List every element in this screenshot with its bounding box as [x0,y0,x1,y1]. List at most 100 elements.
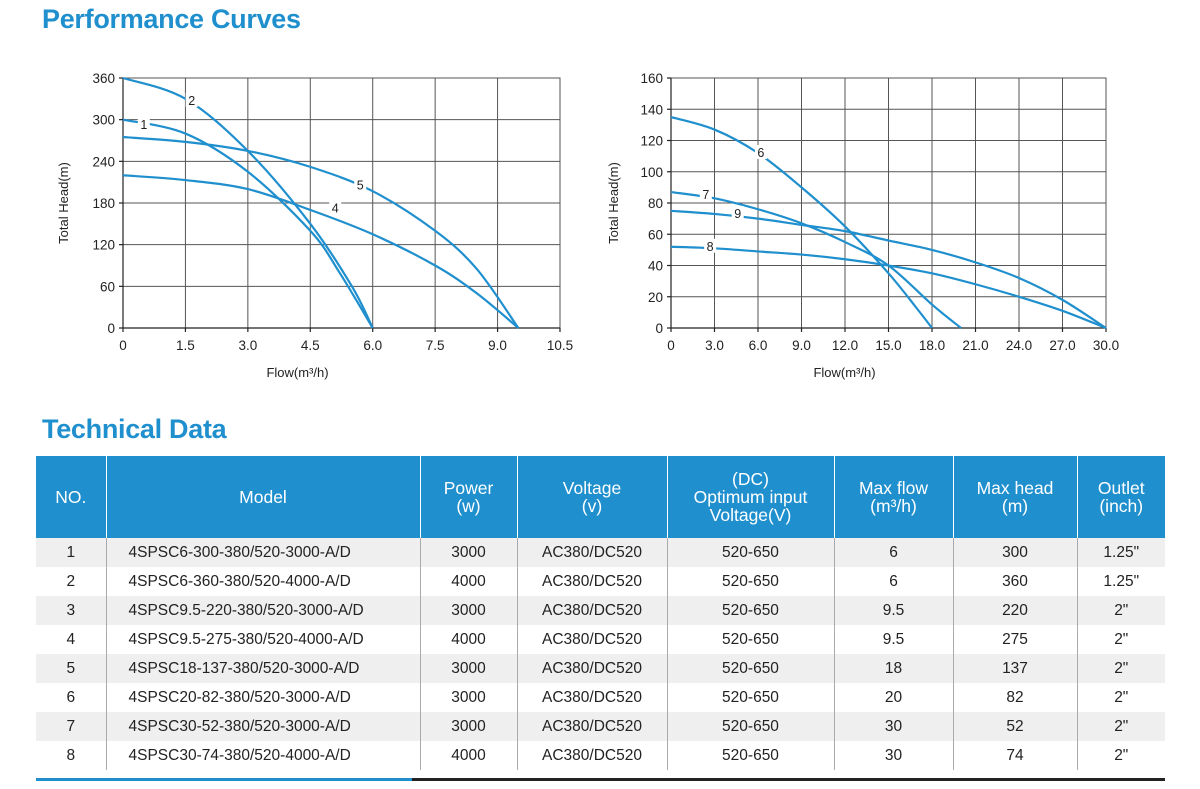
performance-chart-right: 0 3.0 6.0 9.0 12.0 15.0 18.0 21.0 24.0 27.0 30.0 0 2… [606,71,1119,380]
y-tick-label: 120 [92,238,115,253]
table-cell: 520-650 [666,712,834,741]
x-axis-label: Flow(m³/h) [813,365,875,380]
y-tick-label: 300 [92,113,115,128]
column-header-text: Outlet [1097,478,1145,498]
x-tick-label: 3.0 [238,338,257,353]
column-header: Voltage (v) [516,456,667,538]
table-cell: AC380/DC520 [516,625,667,654]
column-header-text: (m) [1001,496,1029,516]
table-cell: 9.5 [833,596,953,625]
table-row: 6 4SPSC20-82-380/520-3000-A/D 3000 AC380/DC… [36,683,1165,712]
x-tick-label: 4.5 [301,338,320,353]
curve-label-backing [354,177,367,192]
column-header: NO. [36,456,106,538]
x-tick-label: 9.0 [792,338,811,353]
curve-label-backing [329,200,342,215]
table-row: 8 4SPSC30-74-380/520-4000-A/D 4000 AC380/DC… [36,741,1165,770]
table-cell: 520-650 [666,741,834,770]
x-tick-label: 21.0 [962,338,988,353]
table-row: 7 4SPSC30-52-380/520-3000-A/D 3000 AC380/DC… [36,712,1165,741]
table-cell: 1.25" [1076,538,1165,567]
column-header-text: Max head [976,478,1054,498]
table-cell: 7 [36,712,106,741]
column-header-text: NO. [55,487,87,507]
table-cell: 3 [36,596,106,625]
table-cell: 8 [36,741,106,770]
x-tick-label: 6.0 [749,338,768,353]
table-cell: 2" [1076,741,1165,770]
table-cell: 275 [952,625,1077,654]
y-tick-label: 60 [648,227,663,242]
table-cell: 30 [833,712,953,741]
performance-curves-title: Performance Curves [42,4,301,34]
curve-label-9: 9 [734,207,741,221]
table-cell: AC380/DC520 [516,596,667,625]
table-cell: 4000 [419,741,517,770]
table-cell: 20 [833,683,953,712]
column-header-text: Voltage [562,478,622,498]
table-cell: 4SPSC6-360-380/520-4000-A/D [105,567,420,596]
table-cell: AC380/DC520 [516,538,667,567]
table-cell: AC380/DC520 [516,567,667,596]
curve-2 [122,76,374,329]
bottom-dark-rule [412,778,1165,781]
table-cell: 2" [1076,654,1165,683]
x-tick-label: 12.0 [832,338,858,353]
table-cell: 6 [833,567,953,596]
technical-data-table: NO. Model Power (w) Voltage (v) (DC) Optimum in… [36,456,1165,770]
table-cell: 4SPSC30-74-380/520-4000-A/D [105,741,420,770]
table-cell: 2" [1076,712,1165,741]
curve-8 [670,245,1107,330]
x-tick-label: 3.0 [705,338,724,353]
y-tick-label: 360 [92,71,115,86]
table-cell: AC380/DC520 [516,683,667,712]
y-tick-label: 40 [648,259,663,274]
table-row: 5 4SPSC18-137-380/520-3000-A/D 3000 AC380/D… [36,654,1165,683]
column-header-text: Power [443,478,494,498]
table-row: 3 4SPSC9.5-220-380/520-3000-A/D 3000 AC380/… [36,596,1165,625]
x-tick-label: 0 [667,338,675,353]
curve-4 [122,174,520,329]
table-cell: 30 [833,741,953,770]
column-header-text: Voltage(V) [709,505,792,525]
column-header: Model [105,456,420,538]
column-header-text: (w) [456,496,481,516]
y-tick-label: 80 [648,196,663,211]
x-tick-label: 27.0 [1049,338,1075,353]
column-header-text: Optimum input [693,487,808,507]
table-cell: AC380/DC520 [516,741,667,770]
y-tick-label: 20 [648,290,663,305]
table-cell: 1.25" [1076,567,1165,596]
table-cell: 520-650 [666,683,834,712]
table-cell: 300 [952,538,1077,567]
curve-label-backing [137,117,150,132]
curve-label-5: 5 [357,179,364,193]
x-tick-label: 15.0 [875,338,901,353]
table-cell: 82 [952,683,1077,712]
y-tick-label: 60 [100,279,115,294]
table-cell: 5 [36,654,106,683]
x-tick-label: 7.5 [426,338,445,353]
y-tick-label: 100 [640,165,663,180]
column-header-text: Model [239,487,287,507]
bottom-accent-bar [36,778,412,781]
table-cell: 1 [36,538,106,567]
table-cell: AC380/DC520 [516,654,667,683]
y-tick-label: 240 [92,154,115,169]
y-tick-label: 120 [640,134,663,149]
table-cell: 520-650 [666,625,834,654]
table-cell: 18 [833,654,953,683]
table-cell: 520-650 [666,538,834,567]
x-tick-label: 30.0 [1093,338,1119,353]
table-cell: 3000 [419,683,517,712]
table-cell: 2" [1076,596,1165,625]
table-cell: 4000 [419,567,517,596]
table-body: 1 4SPSC6-300-380/520-3000-A/D 3000 AC380/DC… [36,538,1165,770]
x-axis-label: Flow(m³/h) [266,365,328,380]
table-cell: 520-650 [666,567,834,596]
column-header-text: (m³/h) [870,496,917,516]
table-cell: 6 [833,538,953,567]
curve-6 [670,116,933,329]
y-axis-label: Total Head(m) [56,162,71,244]
table-cell: 3000 [419,538,517,567]
